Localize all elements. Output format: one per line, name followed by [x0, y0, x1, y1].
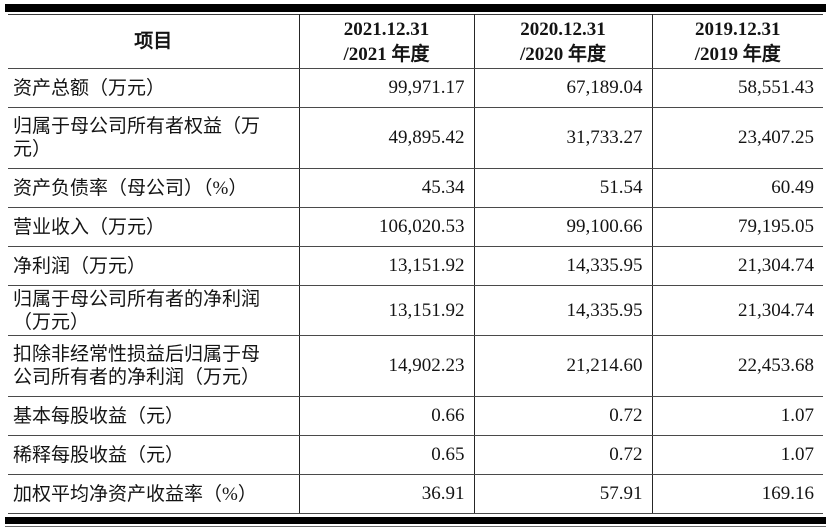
table-row-total-assets: 资产总额（万元） 99,971.17 67,189.04 58,551.43 [8, 68, 823, 108]
table-row-basic-eps: 基本每股收益（元） 0.66 0.72 1.07 [8, 396, 823, 436]
column-header-2020: 2020.12.31 /2020 年度 [473, 14, 652, 69]
table-row-weighted-roe: 加权平均净资产收益率（%） 36.91 57.91 169.16 [8, 474, 823, 514]
column-header-2019: 2019.12.31 /2019 年度 [651, 14, 823, 69]
financial-summary-table: 项目 2021.12.31 /2021 年度 2020.12.31 /2020 … [8, 14, 823, 514]
row-label: 基本每股收益（元） [8, 396, 299, 436]
value-cell: 0.66 [298, 396, 474, 436]
value-cell: 36.91 [298, 474, 474, 514]
value-cell: 49,895.42 [298, 107, 474, 169]
value-cell: 106,020.53 [298, 207, 474, 247]
row-label: 营业收入（万元） [8, 207, 299, 247]
table-row-revenue: 营业收入（万元） 106,020.53 99,100.66 79,195.05 [8, 207, 823, 247]
row-label: 归属于母公司所有者的净利润 （万元） [8, 285, 299, 336]
row-label: 扣除非经常性损益后归属于母 公司所有者的净利润（万元） [8, 335, 299, 397]
header-period-2020: /2020 年度 [519, 43, 607, 65]
table-header-row: 项目 2021.12.31 /2021 年度 2020.12.31 /2020 … [8, 14, 823, 69]
value-cell: 57.91 [473, 474, 652, 514]
row-label: 稀释每股收益（元） [8, 435, 299, 475]
value-cell: 13,151.92 [298, 285, 474, 336]
row-label: 加权平均净资产收益率（%） [8, 474, 299, 514]
header-period-2019: /2019 年度 [694, 43, 781, 65]
value-cell: 99,100.66 [473, 207, 652, 247]
value-cell: 0.72 [473, 396, 652, 436]
value-cell: 1.07 [651, 435, 823, 475]
header-date-2021: 2021.12.31 [343, 18, 430, 40]
page-bottom-line [5, 526, 826, 527]
value-cell: 0.65 [298, 435, 474, 475]
value-cell: 51.54 [473, 168, 652, 208]
value-cell: 21,304.74 [651, 285, 823, 336]
value-cell: 31,733.27 [473, 107, 652, 169]
table-bottom-rule [5, 517, 826, 524]
header-period-2021: /2021 年度 [343, 43, 430, 65]
row-label: 归属于母公司所有者权益（万 元） [8, 107, 299, 169]
table-row-parent-equity: 归属于母公司所有者权益（万 元） 49,895.42 31,733.27 23,… [8, 107, 823, 169]
table-top-rule [5, 4, 826, 12]
value-cell: 0.72 [473, 435, 652, 475]
table-row-diluted-eps: 稀释每股收益（元） 0.65 0.72 1.07 [8, 435, 823, 475]
value-cell: 22,453.68 [651, 335, 823, 397]
table-row-deducted-net-profit: 扣除非经常性损益后归属于母 公司所有者的净利润（万元） 14,902.23 21… [8, 335, 823, 397]
table-row-debt-ratio: 资产负债率（母公司）（%） 45.34 51.54 60.49 [8, 168, 823, 208]
column-header-item: 项目 [8, 14, 299, 69]
value-cell: 60.49 [651, 168, 823, 208]
row-label: 资产负债率（母公司）（%） [8, 168, 299, 208]
row-label: 净利润（万元） [8, 246, 299, 286]
value-cell: 169.16 [651, 474, 823, 514]
header-date-2019: 2019.12.31 [695, 18, 781, 40]
value-cell: 67,189.04 [473, 68, 652, 108]
value-cell: 21,304.74 [651, 246, 823, 286]
value-cell: 14,335.95 [473, 285, 652, 336]
value-cell: 45.34 [298, 168, 474, 208]
value-cell: 13,151.92 [298, 246, 474, 286]
value-cell: 79,195.05 [651, 207, 823, 247]
value-cell: 99,971.17 [298, 68, 474, 108]
header-date-2020: 2020.12.31 [520, 18, 606, 40]
value-cell: 14,335.95 [473, 246, 652, 286]
table-row-net-profit: 净利润（万元） 13,151.92 14,335.95 21,304.74 [8, 246, 823, 286]
value-cell: 21,214.60 [473, 335, 652, 397]
value-cell: 58,551.43 [651, 68, 823, 108]
value-cell: 1.07 [651, 396, 823, 436]
row-label: 资产总额（万元） [8, 68, 299, 108]
column-header-2021: 2021.12.31 /2021 年度 [298, 14, 474, 69]
table-row-parent-net-profit: 归属于母公司所有者的净利润 （万元） 13,151.92 14,335.95 2… [8, 285, 823, 336]
value-cell: 14,902.23 [298, 335, 474, 397]
value-cell: 23,407.25 [651, 107, 823, 169]
